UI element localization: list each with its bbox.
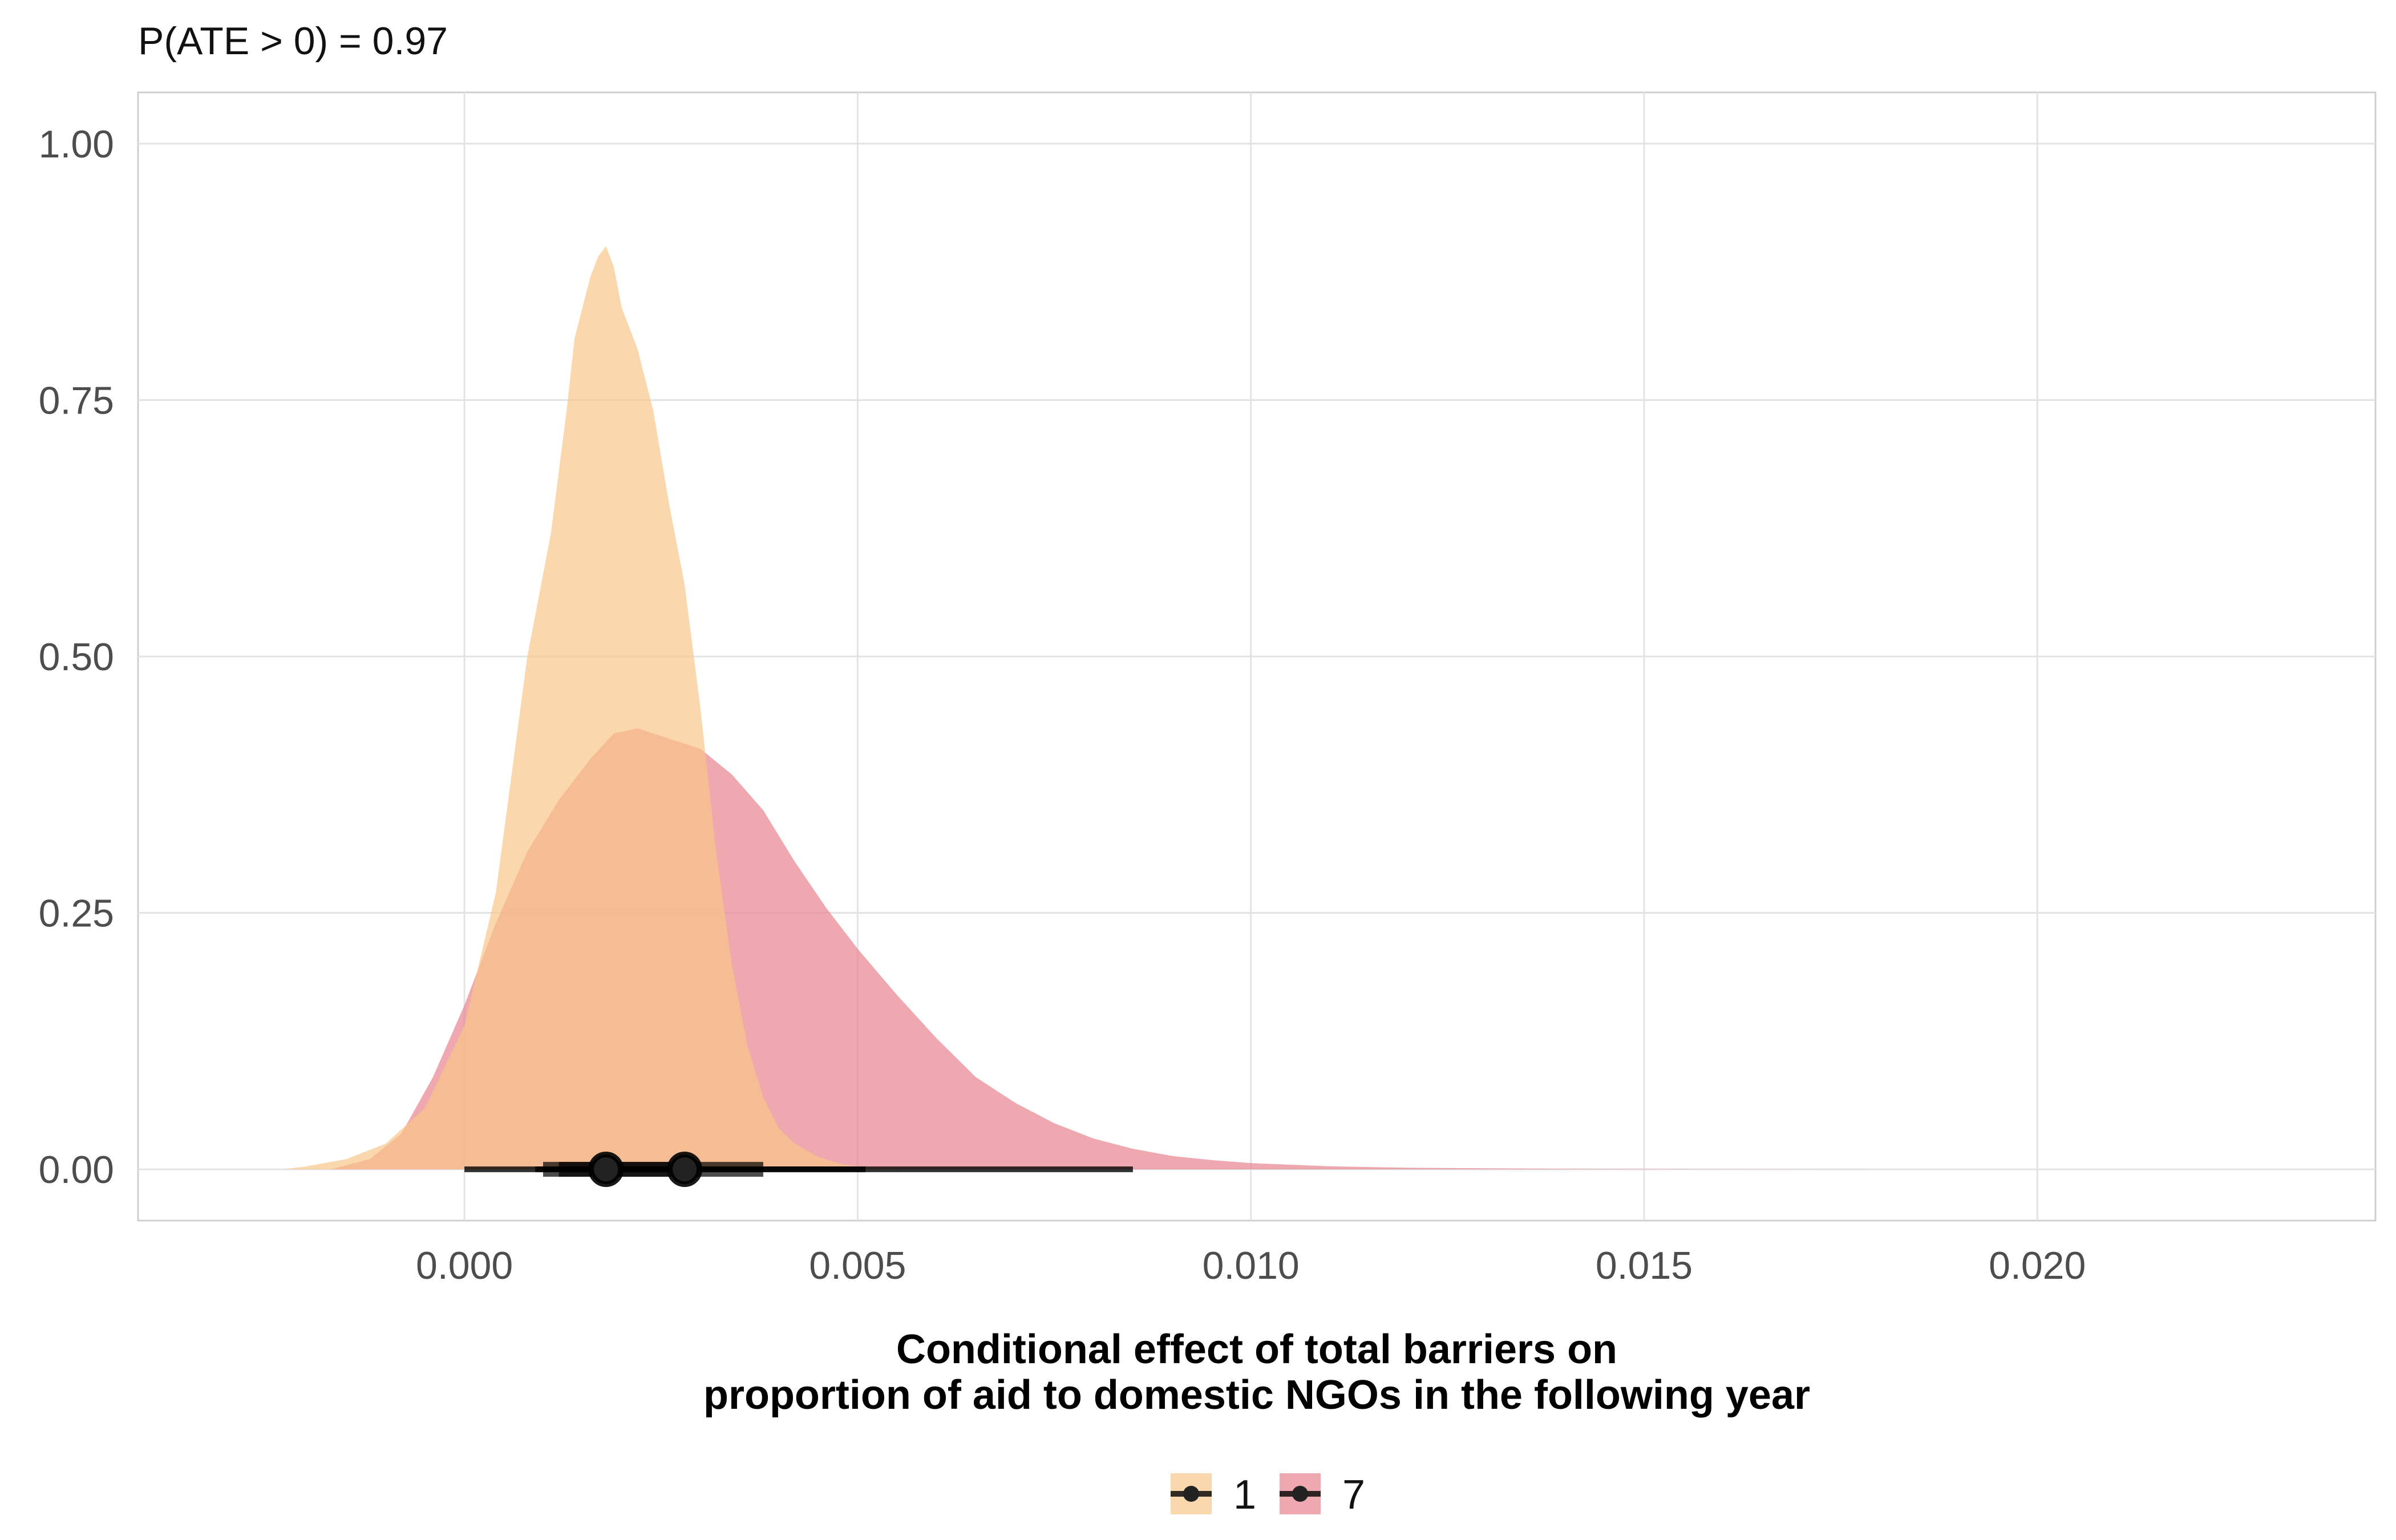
interval-bars (464, 1152, 1133, 1188)
y-axis: 0.00 0.25 0.50 0.75 1.00 (39, 123, 114, 1192)
y-tick-label: 0.50 (39, 635, 114, 679)
density-area-1 (284, 246, 897, 1170)
x-tick-label: 0.005 (809, 1244, 906, 1287)
y-tick-label: 0.75 (39, 379, 114, 422)
x-tick-label: 0.015 (1596, 1244, 1693, 1287)
x-tick-label: 0.000 (416, 1244, 513, 1287)
x-tick-label: 0.020 (1989, 1244, 2086, 1287)
chart-subtitle: P(ATE > 0) = 0.97 (138, 19, 448, 63)
legend-label: 1 (1233, 1472, 1256, 1518)
legend-key-point (1292, 1486, 1308, 1502)
x-axis: 0.000 0.005 0.010 0.015 0.020 (416, 1244, 2086, 1287)
legend-key-point (1183, 1486, 1199, 1502)
y-tick-label: 1.00 (39, 123, 114, 166)
point-estimate-1 (588, 1152, 624, 1188)
x-tick-label: 0.010 (1203, 1244, 1300, 1287)
legend-label: 7 (1342, 1472, 1365, 1518)
x-axis-title-line-2: proportion of aid to domestic NGOs in th… (703, 1372, 1810, 1418)
y-tick-label: 0.25 (39, 892, 114, 935)
legend-item-1: 1 (1171, 1472, 1256, 1518)
legend-item-7: 7 (1280, 1472, 1365, 1518)
x-axis-title-line-1: Conditional effect of total barriers on (896, 1327, 1617, 1372)
y-tick-label: 0.00 (39, 1148, 114, 1192)
density-areas (284, 246, 1880, 1170)
point-estimate-7 (667, 1152, 703, 1188)
